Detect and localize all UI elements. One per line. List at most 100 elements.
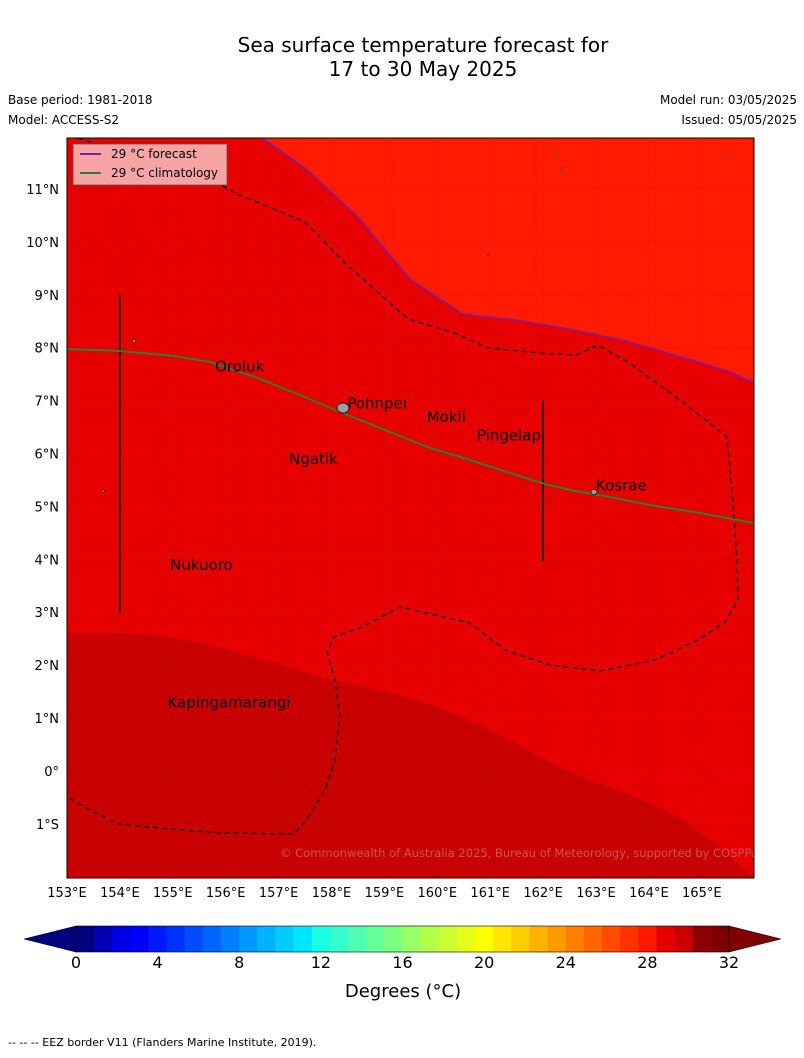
lat-tick-label: 7°N	[35, 395, 60, 410]
lon-tick-label: 153°E	[47, 886, 87, 901]
place-label: Kapingamarangi	[168, 693, 291, 711]
chart-title-line1: Sea surface temperature forecast for	[237, 33, 609, 57]
colorbar-swatch	[130, 926, 149, 952]
colorbar-tick-label: 0	[71, 953, 81, 972]
copyright-notice: © Commonwealth of Australia 2025, Bureau…	[280, 846, 764, 860]
pohnpei-island	[336, 402, 350, 414]
base-period-label: Base period: 1981-2018	[8, 93, 153, 107]
colorbar-min-extension	[23, 925, 77, 953]
lon-tick-label: 160°E	[418, 886, 458, 901]
lat-tick-label: 6°N	[35, 448, 60, 463]
colorbar-tick-label: 32	[719, 953, 739, 972]
colorbar-swatch	[620, 926, 639, 952]
colorbar-label: Degrees (°C)	[345, 981, 461, 1002]
colorbar-swatch	[583, 926, 603, 952]
colorbar-swatch	[565, 926, 585, 952]
lat-tick-label: 5°N	[35, 500, 60, 515]
colorbar-swatch	[257, 926, 276, 952]
issued-label: Issued: 05/05/2025	[681, 113, 797, 127]
map-frame	[66, 137, 755, 879]
colorbar-swatch	[674, 926, 694, 952]
forecast-29c-contour	[261, 138, 754, 384]
small-island	[132, 339, 136, 343]
lat-tick-label: 9°N	[35, 289, 60, 304]
kosrae-island	[590, 489, 598, 495]
temperature-colorbar	[23, 925, 782, 953]
sst-map-figure: Oroluk Pohnpei Mokil Pingelap Ngatik Kosrae Nu…	[23, 137, 782, 1002]
latitude-tick-labels: 11°N 10°N 9°N 8°N 7°N 6°N 5°N 4°N 3°N 2°N 1°N 0° 1°S	[26, 183, 59, 833]
colorbar-swatch	[293, 926, 313, 952]
lat-tick-label: 1°N	[35, 712, 60, 727]
place-label: Pohnpei	[347, 395, 407, 413]
climatology-29c-contour	[67, 348, 754, 524]
colorbar-swatch	[166, 926, 186, 952]
place-labels: Oroluk Pohnpei Mokil Pingelap Ngatik Kosrae Nu…	[168, 358, 647, 712]
place-label: Oroluk	[215, 358, 264, 376]
colorbar-swatch	[148, 926, 167, 952]
colorbar-tick-label: 8	[234, 953, 244, 972]
eez-border-line	[67, 138, 739, 835]
place-label: Ngatik	[289, 450, 338, 468]
colorbar-tick-labels: 0 4 8 12 16 20 24 28 32	[71, 953, 739, 972]
sst-29-31-region	[67, 633, 754, 878]
colorbar-swatch	[710, 926, 730, 952]
small-island	[555, 154, 559, 158]
colorbar-frame	[75, 925, 730, 953]
lon-tick-label: 154°E	[100, 886, 140, 901]
colorbar-swatch	[275, 926, 294, 952]
colorbar-swatch	[602, 926, 621, 952]
lat-tick-label: 0°	[44, 765, 59, 780]
lon-tick-label: 163°E	[576, 886, 616, 901]
colorbar-swatch	[221, 926, 240, 952]
colorbar-swatch	[547, 926, 567, 952]
lon-tick-label: 158°E	[312, 886, 352, 901]
lon-tick-label: 159°E	[365, 886, 405, 901]
colorbar-tick-label: 16	[392, 953, 412, 972]
colorbar-swatch	[692, 926, 712, 952]
legend-box	[72, 143, 228, 186]
colorbar-tick-label: 24	[556, 953, 576, 972]
colorbar-swatch	[402, 926, 421, 952]
place-label: Nukuoro	[170, 556, 233, 574]
colorbar-tick-label: 20	[474, 953, 494, 972]
colorbar-swatch	[348, 926, 367, 952]
place-label: Kosrae	[596, 477, 647, 495]
small-island	[726, 155, 730, 159]
map-gridlines	[67, 138, 754, 878]
lat-tick-label: 4°N	[35, 553, 60, 568]
map-plot-area: Oroluk Pohnpei Mokil Pingelap Ngatik Kosrae Nu…	[67, 138, 764, 878]
small-island	[101, 489, 105, 493]
lon-tick-label: 155°E	[153, 886, 193, 901]
lat-tick-label: 10°N	[26, 236, 59, 251]
colorbar-swatch	[239, 926, 258, 952]
colorbar-swatch	[94, 926, 113, 952]
lon-tick-label: 162°E	[523, 886, 563, 901]
model-run-label: Model run: 03/05/2025	[659, 93, 797, 107]
colorbar-swatch	[456, 926, 476, 952]
colorbar-tick-label: 28	[637, 953, 657, 972]
small-island	[560, 169, 564, 173]
lon-tick-label: 161°E	[470, 886, 510, 901]
colorbar-max-extension	[728, 925, 782, 953]
lat-tick-label: 8°N	[35, 342, 60, 357]
small-island	[487, 253, 490, 256]
colorbar-tick-label: 4	[153, 953, 163, 972]
colorbar-tick-label: 12	[311, 953, 331, 972]
lat-tick-label: 11°N	[26, 183, 59, 198]
colorbar-swatch	[493, 926, 512, 952]
colorbar-swatch	[475, 926, 494, 952]
place-label: Mokil	[427, 408, 466, 426]
lon-tick-label: 156°E	[206, 886, 246, 901]
lon-tick-label: 157°E	[259, 886, 299, 901]
lat-tick-label: 3°N	[35, 606, 60, 621]
lon-tick-label: 164°E	[629, 886, 669, 901]
colorbar-swatch	[638, 926, 657, 952]
islands	[101, 154, 730, 495]
colorbar-swatch	[184, 926, 204, 952]
colorbar-swatch	[329, 926, 349, 952]
colorbar-swatch	[420, 926, 440, 952]
lon-tick-label: 165°E	[682, 886, 722, 901]
legend-forecast-label: 29 °C forecast	[111, 147, 197, 161]
lat-tick-label: 1°S	[36, 818, 59, 833]
colorbar-swatch	[384, 926, 403, 952]
